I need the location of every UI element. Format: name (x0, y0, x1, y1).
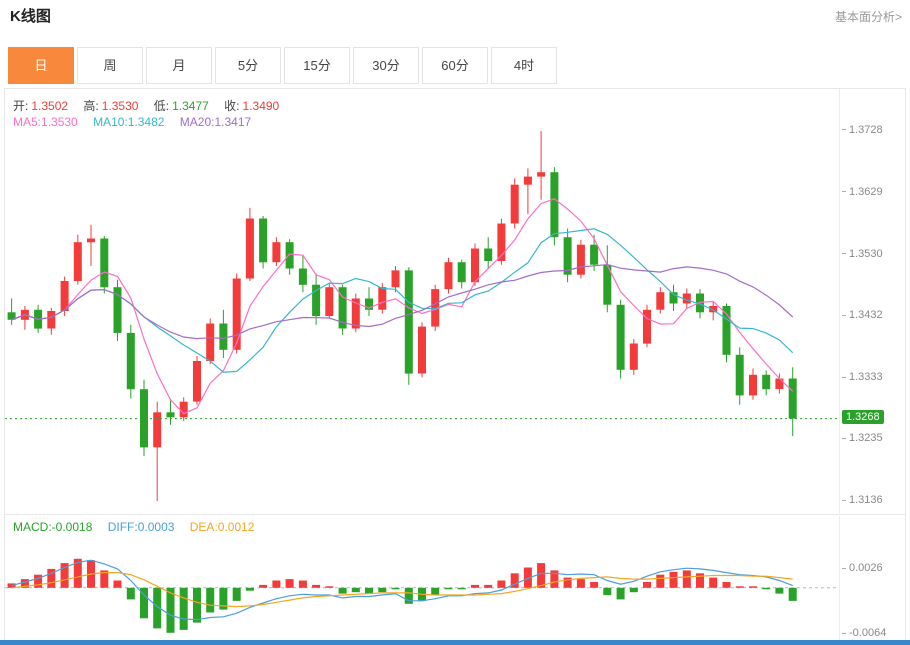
open-label: 开: (13, 99, 29, 113)
tab-30min[interactable]: 30分 (353, 47, 419, 84)
price-tick-label: 1.3136 (842, 494, 883, 506)
panel-divider (5, 514, 905, 515)
low-label: 低: (153, 99, 170, 113)
macd-tick-label: -0.0064 (842, 627, 886, 639)
price-tick-label: 1.3530 (842, 248, 883, 260)
macd-axis: 0.0026 -0.0064 (839, 516, 905, 640)
price-tick-label: 1.3629 (842, 186, 883, 198)
close-value: 1.3490 (242, 99, 280, 113)
price-tick-label: 1.3333 (842, 371, 883, 383)
tab-day[interactable]: 日 (8, 47, 74, 84)
candlestick-chart[interactable] (5, 89, 839, 513)
ma5-value: 1.3530 (41, 115, 78, 129)
page-title: K线图 (10, 8, 51, 25)
tab-month[interactable]: 月 (146, 47, 212, 84)
tab-4hour[interactable]: 4时 (491, 47, 557, 84)
macd-chart[interactable] (5, 516, 839, 640)
open-value: 1.3502 (31, 99, 69, 113)
macd-legend: MACD:-0.0018 DIFF:0.0003 DEA:0.0012 (13, 520, 266, 534)
ma10-label: MA10: (93, 115, 128, 129)
ma5-label: MA5: (13, 115, 42, 129)
chart-panel: 开: 1.3502 高: 1.3530 低: 1.3477 收: 1.3490 MA5:… (4, 88, 906, 641)
high-value: 1.3530 (101, 99, 139, 113)
price-tick-label: 1.3432 (842, 309, 883, 321)
diff-label: DIFF: (107, 520, 138, 534)
high-label: 高: (83, 99, 99, 113)
price-tick-label: 1.3235 (842, 432, 883, 444)
current-price-badge: 1.3268 (842, 409, 884, 424)
macd-tick-label: 0.0026 (842, 562, 883, 574)
tab-5min[interactable]: 5分 (215, 47, 281, 84)
fundamental-analysis-link[interactable]: 基本面分析> (834, 10, 902, 24)
ma-legend: MA5:1.3530 MA10:1.3482 MA20:1.3417 (13, 115, 263, 129)
tab-15min[interactable]: 15分 (284, 47, 350, 84)
tab-60min[interactable]: 60分 (422, 47, 488, 84)
diff-value: 0.0003 (137, 520, 175, 534)
bottom-section-edge (0, 640, 910, 645)
ma20-label: MA20: (179, 115, 215, 129)
tab-week[interactable]: 周 (77, 47, 143, 84)
close-label: 收: (224, 99, 240, 113)
ma20-value: 1.3417 (214, 115, 252, 129)
macd-value: -0.0018 (51, 520, 93, 534)
macd-label: MACD: (13, 520, 52, 534)
dea-label: DEA: (189, 520, 218, 534)
price-axis: 1.3728 1.3629 1.3530 1.3432 1.3333 1.3235 1.31… (839, 89, 905, 513)
ma10-value: 1.3482 (127, 115, 165, 129)
low-value: 1.3477 (172, 99, 209, 113)
price-tick-label: 1.3728 (842, 124, 883, 136)
tab-bar: 日周月 5分 15分 30分 60分 4时 (8, 47, 557, 84)
dea-value: 0.0012 (217, 520, 255, 534)
ohlc-legend: 开: 1.3502 高: 1.3530 低: 1.3477 收: 1.3490 (13, 97, 291, 114)
